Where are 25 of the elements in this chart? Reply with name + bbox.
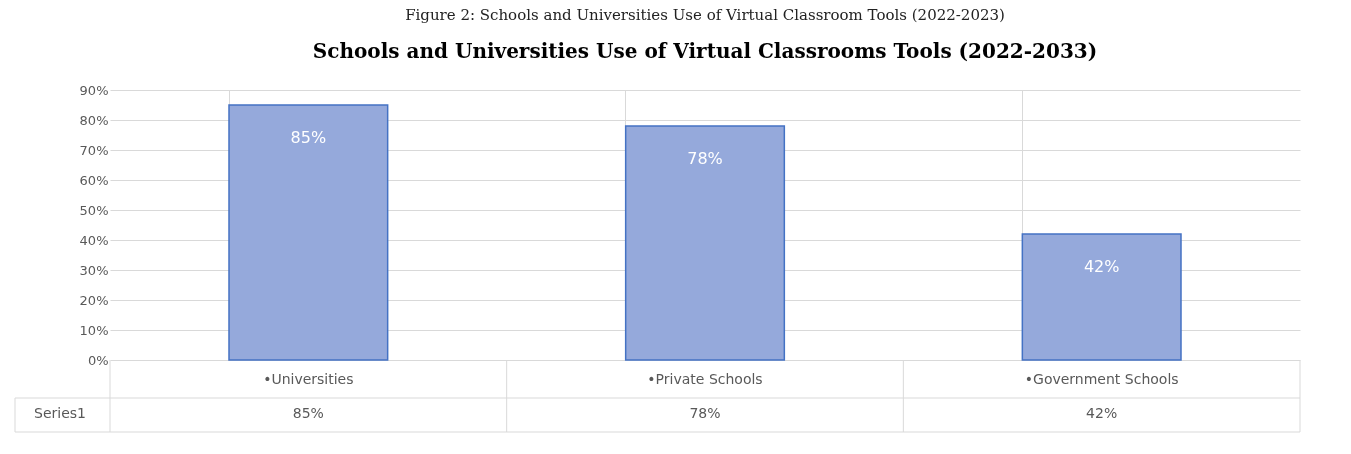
y-tick-label: 80% [79,112,109,128]
bar [228,104,389,361]
caption: Figure 2: Schools and Universities Use of Virtual Classroom Tools (2022-2023) [405,6,1005,24]
y-tick-label: 40% [79,232,109,248]
y-tick-label: 90% [79,82,109,98]
text: Series1 [34,405,86,421]
x-tick-label: •Government Schools [1024,370,1179,387]
text: 78% [689,405,721,421]
text: 78% [687,149,723,168]
y-tick-label: 70% [79,142,109,158]
y-tick-label: 20% [79,292,109,308]
y-tick-label: 0% [87,352,109,368]
text: 85% [292,405,324,421]
text: 42% [1083,257,1120,276]
bar [1021,233,1182,361]
text: 85% [290,128,327,147]
y-tick-label: 30% [79,262,109,278]
x-tick-label: •Private Schools [647,370,763,387]
text: 42% [1086,405,1118,421]
chart-title: Schools and Universities Use of Virtual Classrooms Tools (2022-2033) [312,39,1098,63]
y-tick-label: 60% [79,172,109,188]
y-tick-label: 50% [79,202,109,218]
bar [624,125,786,361]
x-tick-label: •Universities [263,370,354,387]
y-tick-label: 10% [79,322,109,338]
